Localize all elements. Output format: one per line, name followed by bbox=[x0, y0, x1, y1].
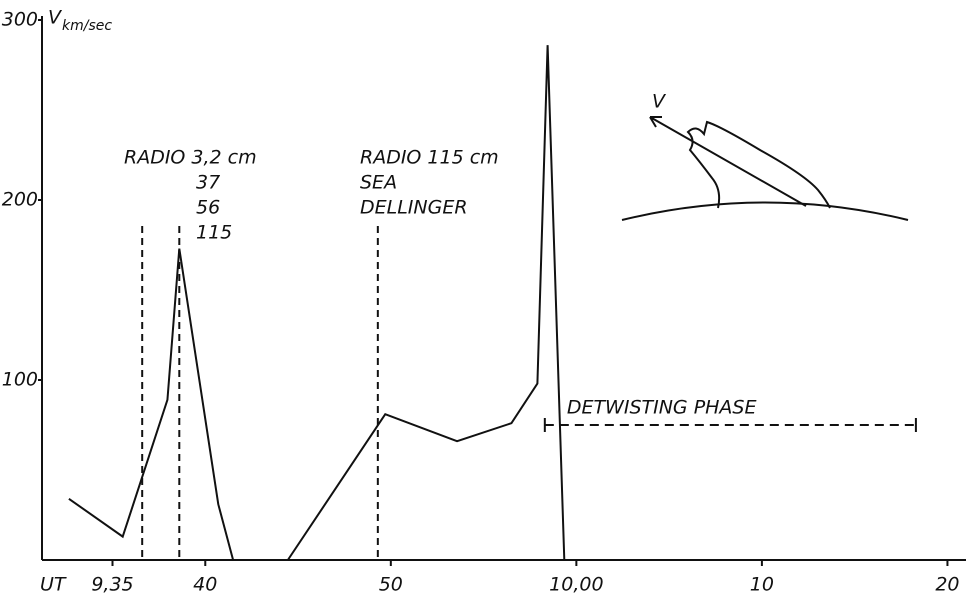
inset-surface bbox=[621, 201, 909, 221]
y-tick-label: 100 bbox=[2, 369, 38, 391]
y-tick-label: 300 bbox=[2, 9, 38, 31]
inset-loop bbox=[686, 120, 831, 209]
x-tick-label: 10,00 bbox=[549, 574, 603, 596]
x-axis-label: UT bbox=[40, 574, 67, 596]
annotation: 115 bbox=[196, 222, 232, 244]
data-line bbox=[68, 248, 235, 561]
annotation: SEA bbox=[360, 172, 397, 194]
phase-label: DETWISTING PHASE bbox=[567, 397, 757, 419]
x-tick-label: 10 bbox=[750, 574, 774, 596]
y-tick-label: 200 bbox=[2, 189, 38, 211]
x-tick-label: 50 bbox=[379, 574, 403, 596]
inset-label: V bbox=[652, 91, 667, 113]
annotation: RADIO 3,2 cm bbox=[124, 147, 257, 169]
y-axis-unit: km/sec bbox=[62, 18, 112, 34]
data-line bbox=[287, 45, 566, 561]
inset-arrow bbox=[649, 116, 807, 207]
annotation: 37 bbox=[196, 172, 220, 194]
x-tick-label: 20 bbox=[935, 574, 959, 596]
annotation: RADIO 115 cm bbox=[360, 147, 499, 169]
y-axis-label: V bbox=[48, 7, 63, 29]
x-tick-label: 40 bbox=[193, 574, 217, 596]
annotation: DELLINGER bbox=[360, 197, 468, 219]
annotation: 56 bbox=[196, 197, 220, 219]
x-tick-label: 9,35 bbox=[91, 574, 133, 596]
